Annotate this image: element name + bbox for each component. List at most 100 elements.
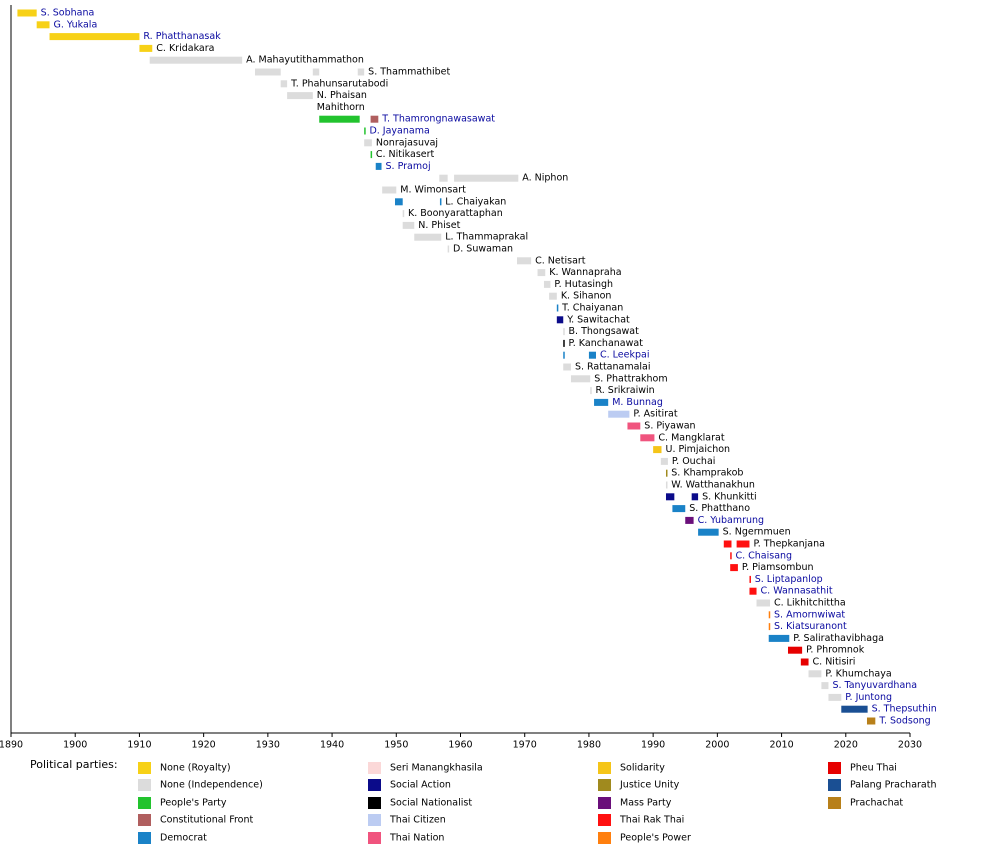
x-tick-label: 1900 — [63, 740, 87, 751]
row-label: S. Rattanamalai — [575, 362, 651, 373]
x-tick-label: 1970 — [513, 740, 537, 751]
x-tick-label: 2020 — [834, 740, 858, 751]
term-bar — [808, 670, 822, 678]
legend-swatch — [138, 779, 151, 791]
row-label[interactable]: S. Amornwiwat — [774, 609, 845, 620]
row-label[interactable]: R. Phatthanasak — [143, 31, 221, 42]
row-label: P. Piamsombun — [742, 562, 814, 573]
term-bar — [800, 658, 809, 666]
row-label: C. Netisart — [535, 255, 586, 266]
term-bar — [665, 493, 675, 501]
term-bar — [594, 398, 609, 406]
row-label: C. Nitikasert — [376, 149, 435, 160]
legend-swatch — [368, 814, 381, 826]
row-label[interactable]: G. Yukala — [54, 19, 98, 30]
term-bar — [749, 587, 757, 595]
row-label: N. Phiset — [418, 220, 460, 231]
row-label: M. Wimonsart — [400, 185, 466, 196]
row-label[interactable]: D. Jayanama — [369, 126, 429, 137]
row-label[interactable]: M. Bunnag — [612, 397, 663, 408]
term-bar — [866, 717, 876, 725]
term-bar — [685, 516, 694, 524]
legend-label: Social Nationalist — [390, 798, 472, 809]
legend-label: Seri Manangkhasila — [390, 763, 483, 774]
term-bar — [723, 540, 732, 548]
legend-swatch — [368, 779, 381, 791]
term-bar — [768, 611, 771, 619]
term-bar — [653, 446, 662, 454]
term-bar — [698, 528, 719, 536]
legend-label: None (Royalty) — [160, 763, 231, 774]
legend-label: People's Power — [620, 833, 691, 844]
legend-swatch — [368, 832, 381, 844]
term-bar — [375, 162, 382, 170]
x-tick-label: 2000 — [705, 740, 729, 751]
row-label: P. Kanchanawat — [569, 338, 644, 349]
row-label: R. Srikraiwin — [595, 385, 654, 396]
term-bar — [439, 174, 448, 182]
term-bar — [439, 198, 442, 206]
term-bar — [563, 339, 565, 347]
row-label: P. Khumchaya — [825, 668, 891, 679]
row-label[interactable]: T. Sodsong — [878, 716, 930, 727]
term-bar — [736, 540, 750, 548]
row-label[interactable]: T. Thamrongnawasawat — [381, 114, 495, 125]
legend-swatch — [138, 832, 151, 844]
row-label: P. Ouchai — [672, 456, 716, 467]
x-tick-label: 1980 — [577, 740, 601, 751]
term-bar — [588, 351, 596, 359]
row-label: S. Piyawan — [644, 421, 695, 432]
legend-swatch — [598, 797, 611, 809]
row-label[interactable]: S. Pramoj — [386, 161, 431, 172]
legend-swatch — [828, 797, 841, 809]
row-label: K. Wannapraha — [549, 267, 621, 278]
term-bar — [608, 410, 630, 418]
legend-label: Prachachat — [850, 798, 903, 809]
row-label: C. Mangklarat — [658, 432, 724, 443]
term-bar — [517, 257, 532, 265]
row-label[interactable]: S. Tanyuvardhana — [832, 680, 917, 691]
row-label[interactable]: C. Yubamrung — [698, 515, 765, 526]
row-label[interactable]: C. Chaisang — [735, 550, 792, 561]
row-label[interactable]: S. Thepsuthin — [872, 704, 937, 715]
row-label: C. Nitisiri — [813, 657, 856, 668]
row-label[interactable]: C. Leekpai — [600, 350, 649, 361]
legend-title: Political parties: — [30, 758, 118, 771]
term-bar — [730, 564, 738, 572]
legend-label: Solidarity — [620, 763, 665, 774]
row-label: A. Niphon — [522, 173, 568, 184]
term-bar — [537, 269, 546, 277]
x-tick-label: 1910 — [127, 740, 151, 751]
legend-label: Constitutional Front — [160, 815, 254, 826]
row-label: S. Khamprakob — [671, 468, 743, 479]
term-bar — [149, 56, 243, 64]
legend-swatch — [598, 814, 611, 826]
legend-swatch — [598, 779, 611, 791]
term-bar — [370, 151, 373, 159]
legend-label: Mass Party — [620, 798, 672, 809]
term-bar — [563, 363, 571, 371]
row-label[interactable]: C. Wannasathit — [761, 586, 833, 597]
row-label[interactable]: S. Liptapanlop — [755, 574, 823, 585]
term-bar — [255, 68, 281, 76]
term-bar — [691, 493, 699, 501]
term-bar — [364, 127, 366, 135]
legend-label: People's Party — [160, 798, 227, 809]
row-label: T. Chaiyanan — [561, 303, 623, 314]
term-bar — [841, 705, 868, 713]
term-bar — [556, 304, 559, 312]
term-bar — [660, 457, 668, 465]
legend-label: Democrat — [160, 833, 207, 844]
legend-label: Social Action — [390, 780, 451, 791]
term-bar — [402, 221, 415, 229]
row-label: S. Phattrakhom — [594, 373, 667, 384]
x-tick-label: 2030 — [898, 740, 922, 751]
term-bar — [556, 316, 564, 324]
term-bar — [287, 92, 313, 100]
term-bar — [280, 80, 288, 88]
row-label: K. Boonyarattaphan — [408, 208, 503, 219]
row-label[interactable]: P. Juntong — [845, 692, 892, 703]
row-label[interactable]: S. Sobhana — [41, 8, 95, 19]
row-label: S. Ngernmuen — [723, 527, 791, 538]
row-label[interactable]: S. Kiatsuranont — [774, 621, 847, 632]
